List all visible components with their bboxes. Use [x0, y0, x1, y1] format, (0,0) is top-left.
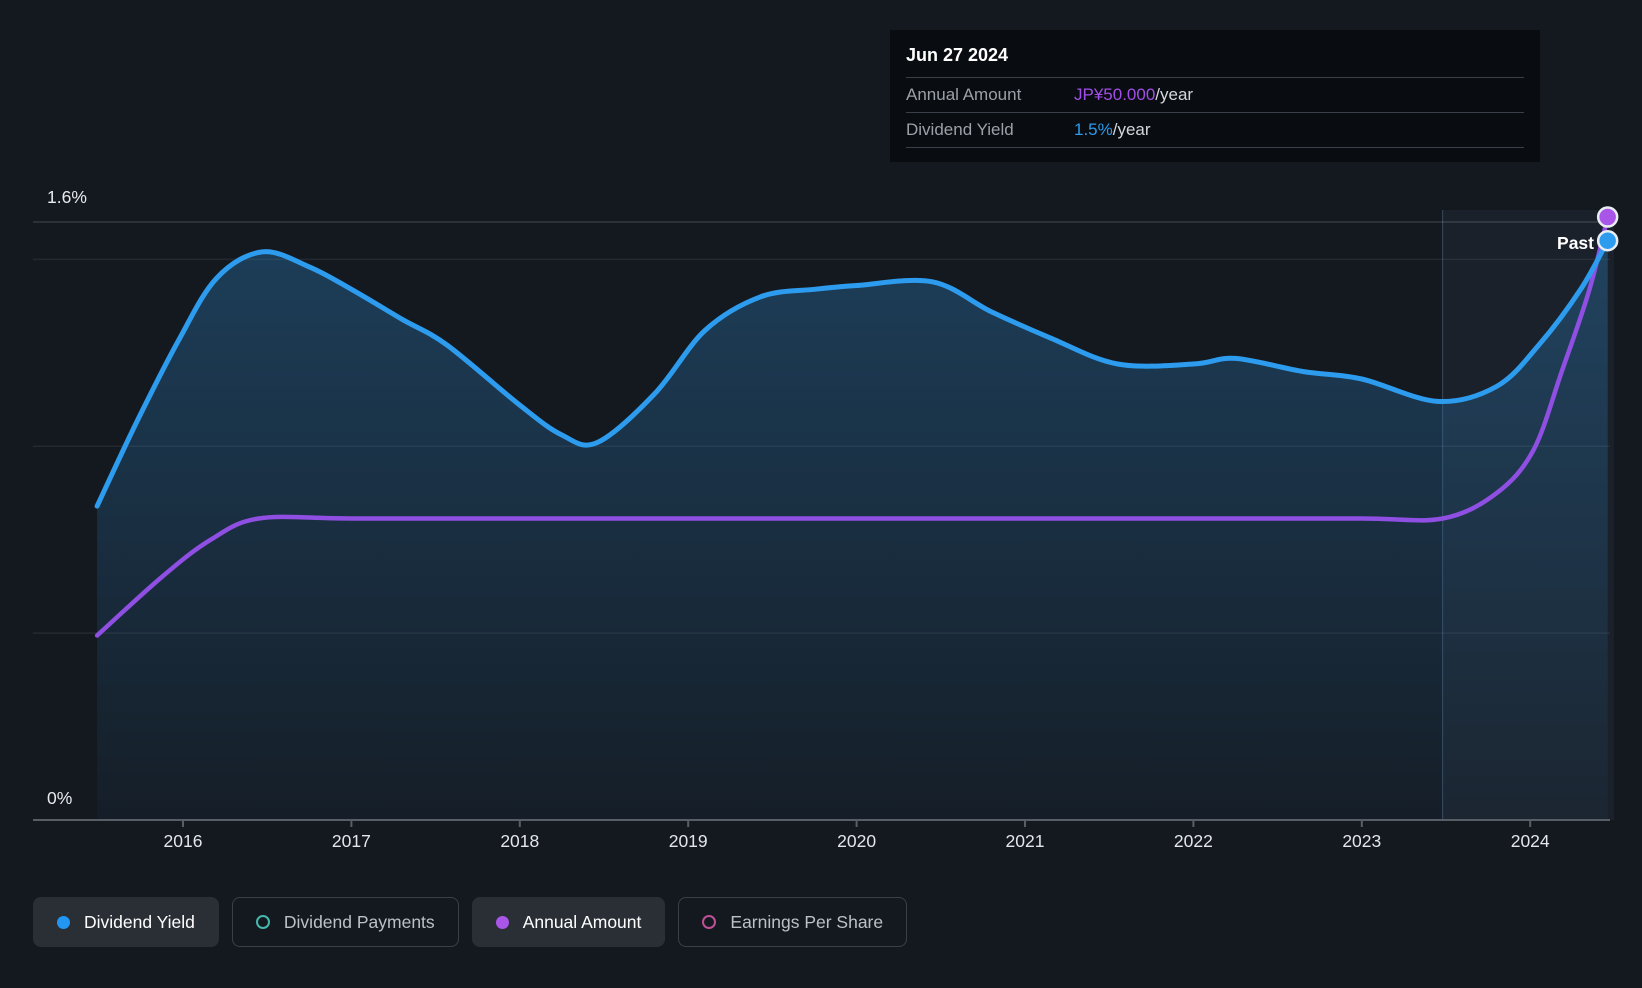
y-axis-bottom-label: 0%	[47, 788, 72, 808]
tooltip-suffix: /year	[1112, 120, 1151, 139]
tooltip-suffix: /year	[1155, 85, 1194, 104]
y-axis-top-label: 1.6%	[47, 187, 87, 207]
past-region-label: Past	[1557, 233, 1594, 253]
annual-amount-endpoint-marker	[1596, 206, 1619, 228]
chart-tooltip: Jun 27 2024 Annual Amount JP¥50.000/year…	[890, 30, 1540, 162]
legend-label: Dividend Yield	[84, 911, 195, 932]
legend-pill-dividend-payments[interactable]: Dividend Payments	[231, 897, 459, 947]
x-axis-label-2019: 2019	[669, 831, 708, 851]
tooltip-row-annual-amount: Annual Amount JP¥50.000/year	[906, 77, 1524, 112]
x-axis-label-2016: 2016	[164, 831, 203, 851]
legend-pill-earnings-per-share[interactable]: Earnings Per Share	[678, 897, 908, 947]
x-axis-label-2024: 2024	[1511, 831, 1550, 851]
legend-label: Earnings Per Share	[730, 911, 884, 932]
tooltip-row-dividend-yield: Dividend Yield 1.5%/year	[906, 112, 1524, 148]
legend-pill-annual-amount[interactable]: Annual Amount	[471, 897, 666, 947]
legend-label: Annual Amount	[522, 911, 642, 932]
legend-label: Dividend Payments	[283, 911, 435, 932]
annual-amount-line	[94, 214, 1610, 638]
x-axis-label-2023: 2023	[1342, 831, 1381, 851]
dividend-payments-series-ring-icon	[255, 915, 270, 929]
tooltip-label: Dividend Yield	[906, 120, 1014, 139]
annual-amount-series-dot-icon	[495, 915, 509, 929]
dividend-yield-line	[94, 238, 1611, 509]
tooltip-value: 1.5%	[1074, 120, 1113, 139]
chart-legend: Dividend Yield Dividend Payments Annual Am…	[33, 897, 908, 947]
earnings-per-share-series-ring-icon	[702, 915, 717, 929]
tooltip-date: Jun 27 2024	[906, 45, 1009, 65]
dividend-yield-series-dot-icon	[57, 915, 70, 929]
x-axis-label-2018: 2018	[500, 831, 539, 851]
dividend-yield-endpoint-marker	[1596, 229, 1619, 252]
x-axis-label-2017: 2017	[332, 831, 371, 851]
dividend-yield-area	[97, 240, 1608, 820]
x-axis-label-2020: 2020	[837, 831, 876, 851]
x-axis-label-2021: 2021	[1006, 831, 1045, 851]
legend-pill-dividend-yield[interactable]: Dividend Yield	[33, 897, 219, 947]
x-axis-label-2022: 2022	[1174, 831, 1213, 851]
tooltip-label: Annual Amount	[906, 85, 1022, 104]
tooltip-value: JP¥50.000	[1074, 85, 1156, 104]
